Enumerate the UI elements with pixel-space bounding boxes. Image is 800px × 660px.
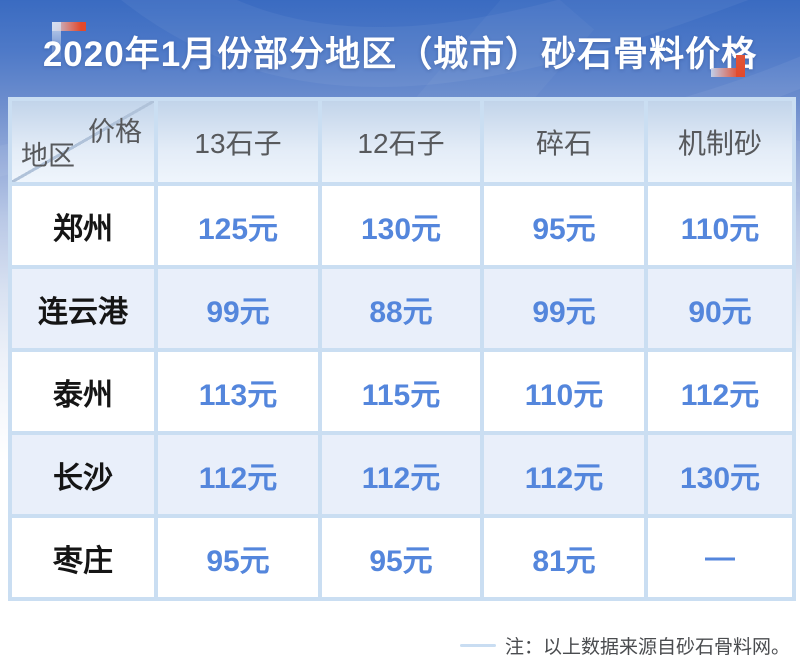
row-header-region: 连云港: [8, 265, 158, 352]
price-cell: 95元: [154, 514, 322, 601]
price-cell: 113元: [154, 348, 322, 435]
price-cell: 99元: [154, 265, 322, 352]
title-bracket-top-left-icon: [52, 22, 86, 59]
column-header: 碎石: [480, 97, 648, 186]
price-cell: 110元: [644, 182, 796, 269]
price-cell: 81元: [480, 514, 648, 601]
column-header: 12石子: [318, 97, 484, 186]
column-header: 机制砂: [644, 97, 796, 186]
source-note-text: 注：以上数据来源自砂石骨料网。: [504, 637, 790, 658]
price-cell: 125元: [154, 182, 322, 269]
title-banner: 2020年1月份部分地区（城市）砂石骨料价格: [0, 0, 800, 96]
title-bracket-bottom-right-icon: [711, 55, 745, 77]
table-row: 郑州 125元 130元 95元 110元: [8, 182, 796, 269]
corner-label-region: 地区: [21, 141, 75, 171]
header-row: 价格 地区 13石子 12石子 碎石 机制砂: [8, 97, 796, 186]
price-cell: 112元: [480, 431, 648, 518]
price-cell: —: [644, 514, 796, 601]
source-note: 注：以上数据来源自砂石骨料网。: [459, 632, 790, 659]
row-header-region: 长沙: [8, 431, 158, 518]
corner-cell: 价格 地区: [8, 97, 158, 186]
diagonal-divider: [12, 101, 154, 182]
price-cell: 115元: [318, 348, 484, 435]
price-cell: 112元: [644, 348, 796, 435]
table-row: 连云港 99元 88元 99元 90元: [8, 265, 796, 352]
price-cell: 130元: [644, 431, 796, 518]
price-cell: 130元: [318, 182, 484, 269]
price-table: 价格 地区 13石子 12石子 碎石 机制砂 郑州 125元 130元 95元 …: [8, 97, 796, 601]
page-title: 2020年1月份部分地区（城市）砂石骨料价格: [42, 35, 758, 74]
column-header: 13石子: [154, 97, 322, 186]
price-cell: 88元: [318, 265, 484, 352]
price-cell: 95元: [318, 514, 484, 601]
price-cell: 112元: [154, 431, 322, 518]
row-header-region: 泰州: [8, 348, 158, 435]
price-cell: 90元: [644, 265, 796, 352]
note-dash-icon: [459, 644, 496, 647]
price-cell: 112元: [318, 431, 484, 518]
table-row: 枣庄 95元 95元 81元 —: [8, 514, 796, 601]
price-cell: 99元: [480, 265, 648, 352]
row-header-region: 郑州: [8, 182, 158, 269]
row-header-region: 枣庄: [8, 514, 158, 601]
table-row: 泰州 113元 115元 110元 112元: [8, 348, 796, 435]
price-cell: 95元: [480, 182, 648, 269]
corner-label-price: 价格: [88, 117, 142, 147]
table-row: 长沙 112元 112元 112元 130元: [8, 431, 796, 518]
price-cell: 110元: [480, 348, 648, 435]
